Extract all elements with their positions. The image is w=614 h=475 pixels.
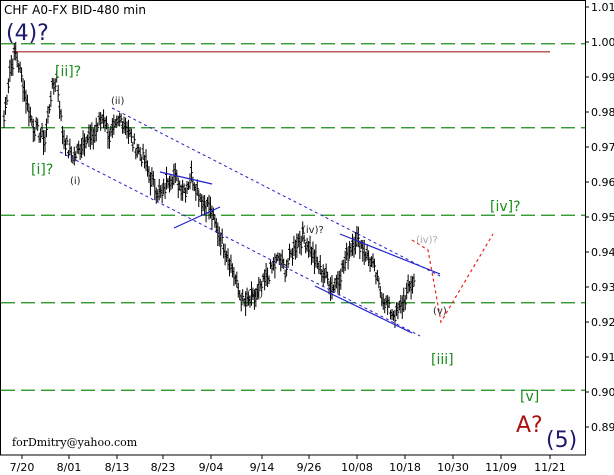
channel-upper-line <box>111 107 441 277</box>
y-tick-label: 0.980 <box>591 106 614 119</box>
wave-label: (ii) <box>111 96 124 107</box>
x-tick-label: 9/04 <box>199 461 224 474</box>
x-tick-label: 10/18 <box>389 461 421 474</box>
x-tick-label: 9/26 <box>297 461 322 474</box>
wedge-upper-line <box>159 171 213 185</box>
x-tick-label: 11/21 <box>534 461 566 474</box>
x-tick-label: 10/08 <box>341 461 373 474</box>
x-tick-label: 11/09 <box>485 461 517 474</box>
y-tick-label: 1.01 <box>591 1 614 14</box>
channel-lower-line <box>59 151 421 337</box>
wave-label: [iii] <box>431 352 454 368</box>
wave-label: (iv)? <box>302 225 324 236</box>
y-tick-label: 1.00 <box>591 36 614 49</box>
plot-frame <box>0 0 586 456</box>
y-tick-label: 0.950 <box>591 211 614 224</box>
projection-path <box>411 233 494 324</box>
x-tick-label: 7/20 <box>10 461 35 474</box>
y-tick-label: 0.990 <box>591 71 614 84</box>
wave-label: [ii]? <box>55 64 81 80</box>
wave-label: [iv]? <box>490 199 521 215</box>
wedge-lower-line <box>173 206 221 229</box>
y-tick-label: 0.940 <box>591 246 614 259</box>
y-tick-label: 0.900 <box>591 386 614 399</box>
wave-label: (iv)? <box>416 235 438 246</box>
x-tick-label: 8/01 <box>57 461 82 474</box>
wave-label: (5) <box>546 428 577 453</box>
x-tick-label: 8/23 <box>151 461 176 474</box>
x-tick-label: 9/14 <box>250 461 275 474</box>
wave-label: (iii) <box>247 289 263 300</box>
y-tick-label: 0.890 <box>591 421 614 434</box>
wave-label: A? <box>516 413 543 438</box>
y-tick-label: 0.960 <box>591 176 614 189</box>
y-tick-label: 0.910 <box>591 351 614 364</box>
wave-label: (i) <box>70 176 81 187</box>
channel-upper-solid <box>339 233 441 275</box>
wave-label: [i]? <box>31 162 53 178</box>
footer-email: forDmitry@yahoo.com <box>12 436 138 449</box>
wave-label: (4)? <box>6 21 49 46</box>
wave-label: [v] <box>520 389 539 405</box>
wave-label: (v) <box>433 306 447 317</box>
y-tick-label: 0.920 <box>591 316 614 329</box>
y-tick-label: 0.970 <box>591 141 614 154</box>
x-tick-label: 8/13 <box>105 461 130 474</box>
chart-title: CHF A0-FX BID-480 min <box>4 3 146 17</box>
channel-lower-solid <box>314 285 413 334</box>
y-tick-label: 0.930 <box>591 281 614 294</box>
x-tick-label: 10/30 <box>437 461 469 474</box>
